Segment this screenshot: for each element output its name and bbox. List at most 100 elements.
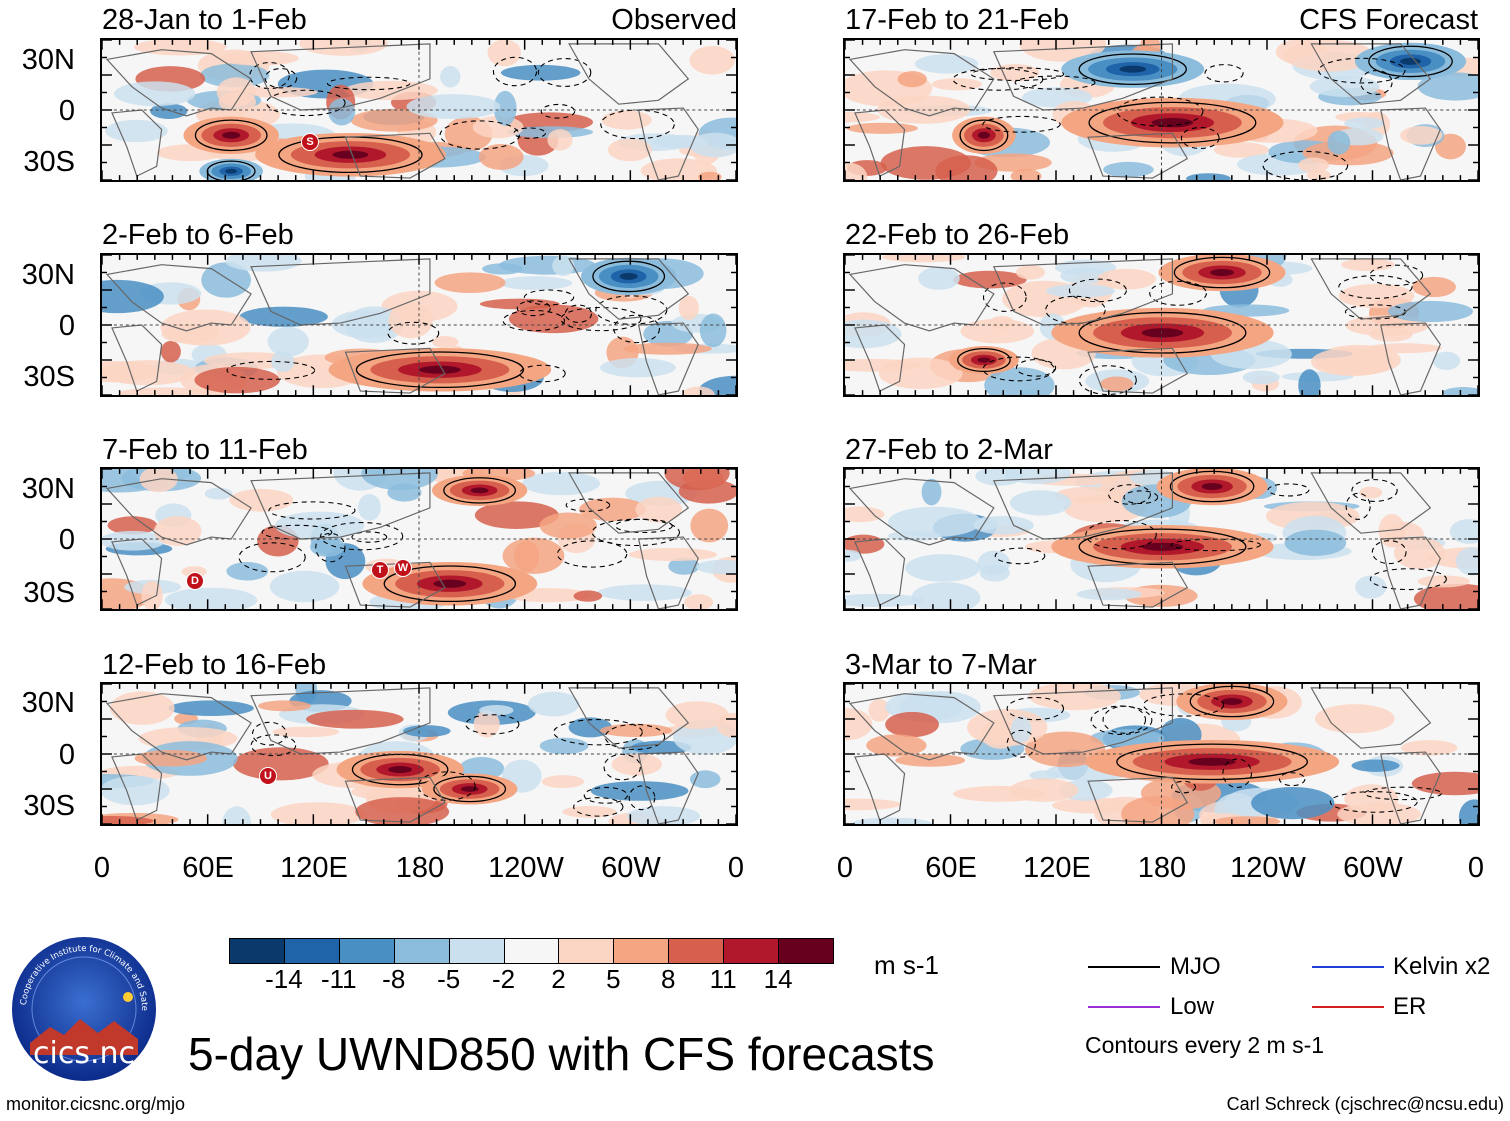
negative-contour	[553, 719, 643, 746]
anomaly-blob	[204, 487, 233, 500]
anomaly-core	[470, 487, 489, 494]
negative-contour	[583, 786, 628, 804]
negative-contour	[351, 531, 388, 543]
mjo-contour	[433, 775, 507, 803]
anomaly-blob	[699, 313, 727, 348]
anomaly-blob	[1298, 369, 1321, 395]
negative-contour	[556, 540, 628, 568]
coastline	[1310, 472, 1432, 534]
colorbar-label: -14	[265, 964, 303, 994]
anomaly-blob	[161, 323, 220, 344]
anomaly-blob	[134, 750, 208, 767]
legend-kelvin-line	[1312, 966, 1384, 968]
panel-title-right-1: 17-Feb to 21-Feb	[845, 4, 1070, 36]
coastline	[637, 751, 699, 824]
anomaly-core	[1141, 328, 1184, 338]
lon-label: 180	[395, 852, 445, 884]
wind-anomaly-map	[845, 40, 1478, 180]
anomaly-blob	[665, 701, 729, 730]
anomaly-blob	[921, 478, 942, 506]
lat-label-30s: 30S	[23, 790, 75, 822]
wind-anomaly-map	[102, 469, 736, 609]
anomaly-blob	[1355, 575, 1387, 599]
anomaly-blob	[258, 700, 311, 712]
negative-contour	[1006, 696, 1065, 721]
coastline	[250, 258, 431, 326]
negative-contour	[564, 304, 593, 323]
anomaly-blob	[664, 469, 730, 491]
anomaly-blob	[1103, 161, 1154, 178]
anomaly-blob	[1045, 284, 1115, 298]
anomaly-blob	[690, 508, 729, 543]
negative-contour	[1345, 492, 1371, 520]
coastline	[848, 478, 995, 546]
anomaly-core	[1119, 65, 1147, 73]
coastline	[105, 49, 252, 117]
anomaly-blob	[845, 798, 902, 811]
footer-url[interactable]: monitor.cicsnc.org/mjo	[6, 1094, 186, 1114]
anomaly-blob	[953, 270, 1027, 289]
negative-contour	[994, 547, 1046, 565]
anomaly-blob	[684, 594, 714, 609]
colorbar-swatch	[338, 938, 395, 964]
negative-contour	[417, 771, 476, 801]
anomaly-blob	[653, 134, 709, 149]
anomaly-blob	[1449, 519, 1478, 544]
legend-kelvin-label: Kelvin x2	[1393, 953, 1491, 980]
anomaly-blob	[150, 103, 188, 119]
anomaly-blob	[845, 111, 880, 123]
wave-marker-t: T	[371, 561, 389, 579]
negative-contour	[628, 785, 656, 811]
coastline	[344, 132, 446, 179]
colorbar-swatch	[613, 938, 670, 964]
coastline	[854, 324, 906, 392]
anomaly-blob	[845, 506, 885, 523]
negative-contour	[465, 714, 520, 735]
lat-label-30n: 30N	[21, 44, 75, 76]
anomaly-blob	[269, 570, 340, 603]
anomaly-blob	[388, 302, 433, 339]
mjo-contour	[1169, 470, 1255, 503]
negative-contour	[1116, 96, 1204, 127]
anomaly-blob	[696, 559, 736, 575]
coastline	[1310, 43, 1432, 105]
anomaly-blob	[640, 158, 718, 180]
map-panel-left-2	[100, 253, 738, 397]
coastline	[111, 538, 163, 606]
anomaly-blob	[105, 119, 168, 143]
anomaly-blob	[905, 554, 981, 582]
anomaly-blob	[139, 469, 178, 493]
anomaly-blob	[597, 584, 692, 601]
negative-contour	[252, 721, 287, 746]
negative-contour	[492, 56, 538, 87]
negative-contour	[1085, 519, 1157, 550]
coastline	[1380, 107, 1441, 180]
map-panel-left-3	[100, 467, 738, 611]
anomaly-core	[1151, 117, 1194, 128]
anomaly-blob	[689, 770, 721, 789]
anomaly-blob	[990, 64, 1040, 82]
anomaly-blob	[600, 357, 676, 378]
coastline	[1380, 322, 1441, 395]
negative-contour	[537, 58, 592, 87]
anomaly-blob	[880, 146, 971, 180]
colorbar-label: 8	[661, 964, 676, 994]
anomaly-blob	[1455, 547, 1478, 576]
coastline	[848, 49, 995, 117]
anomaly-blob	[539, 737, 589, 755]
anomaly-blob	[1028, 684, 1121, 711]
negative-contour	[970, 67, 1065, 81]
lat-label-eq: 0	[58, 95, 75, 127]
negative-contour	[439, 120, 520, 150]
coastline	[992, 687, 1174, 755]
anomaly-blob	[309, 536, 345, 557]
anomaly-blob	[387, 483, 422, 502]
anomaly-blob	[119, 387, 212, 395]
negative-contour	[502, 309, 566, 332]
wind-anomaly-map	[845, 469, 1478, 609]
panel-title-right-4: 3-Mar to 7-Mar	[845, 649, 1037, 681]
anomaly-blob	[522, 471, 601, 496]
anomaly-blob	[114, 81, 196, 107]
legend-low-line	[1088, 1006, 1160, 1008]
mjo-contour	[1088, 101, 1257, 144]
